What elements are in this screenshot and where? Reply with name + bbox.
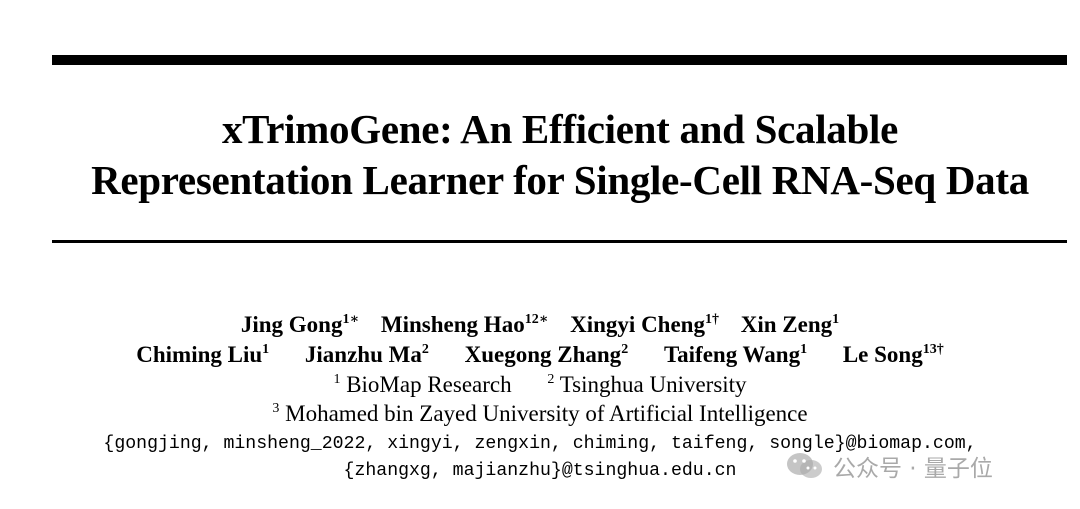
wechat-icon — [787, 453, 822, 478]
author: Jing Gong1∗ — [240, 312, 360, 337]
author: Le Song13† — [842, 342, 944, 367]
author: Xingyi Cheng1† — [570, 312, 719, 337]
author: Taifeng Wang1 — [663, 342, 808, 367]
affiliation-row-1: 1 BioMap Research 2 Tsinghua University — [0, 372, 1080, 398]
title-line-2: Representation Learner for Single-Cell R… — [91, 157, 1029, 203]
author-row-1: Jing Gong1∗ Minsheng Hao12∗ Xingyi Cheng… — [0, 312, 1080, 338]
author: Xin Zeng1 — [740, 312, 840, 337]
author: Minsheng Hao12∗ — [380, 312, 549, 337]
watermark: 公众号 · 量子位 — [785, 449, 993, 483]
author: Xuegong Zhang2 — [464, 342, 629, 367]
affiliation: 3 Mohamed bin Zayed University of Artifi… — [272, 401, 808, 426]
paper-title: xTrimoGene: An Efficient and Scalable Re… — [40, 104, 1080, 206]
author-row-2: Chiming Liu1 Jianzhu Ma2 Xuegong Zhang2 … — [0, 342, 1080, 368]
title-line-1: xTrimoGene: An Efficient and Scalable — [221, 106, 898, 152]
email-line-2: {zhangxg, majianzhu}@tsinghua.edu.cn — [343, 461, 737, 481]
bottom-rule — [52, 240, 1067, 243]
affiliation-row-2: 3 Mohamed bin Zayed University of Artifi… — [0, 401, 1080, 427]
author: Jianzhu Ma2 — [304, 342, 429, 367]
affiliation: 2 Tsinghua University — [547, 372, 747, 397]
email-line-1: {gongjing, minsheng_2022, xingyi, zengxi… — [103, 434, 977, 454]
author: Chiming Liu1 — [136, 342, 270, 367]
watermark-text: 公众号 · 量子位 — [833, 456, 993, 482]
top-rule — [52, 55, 1067, 65]
affiliation: 1 BioMap Research — [333, 372, 512, 397]
